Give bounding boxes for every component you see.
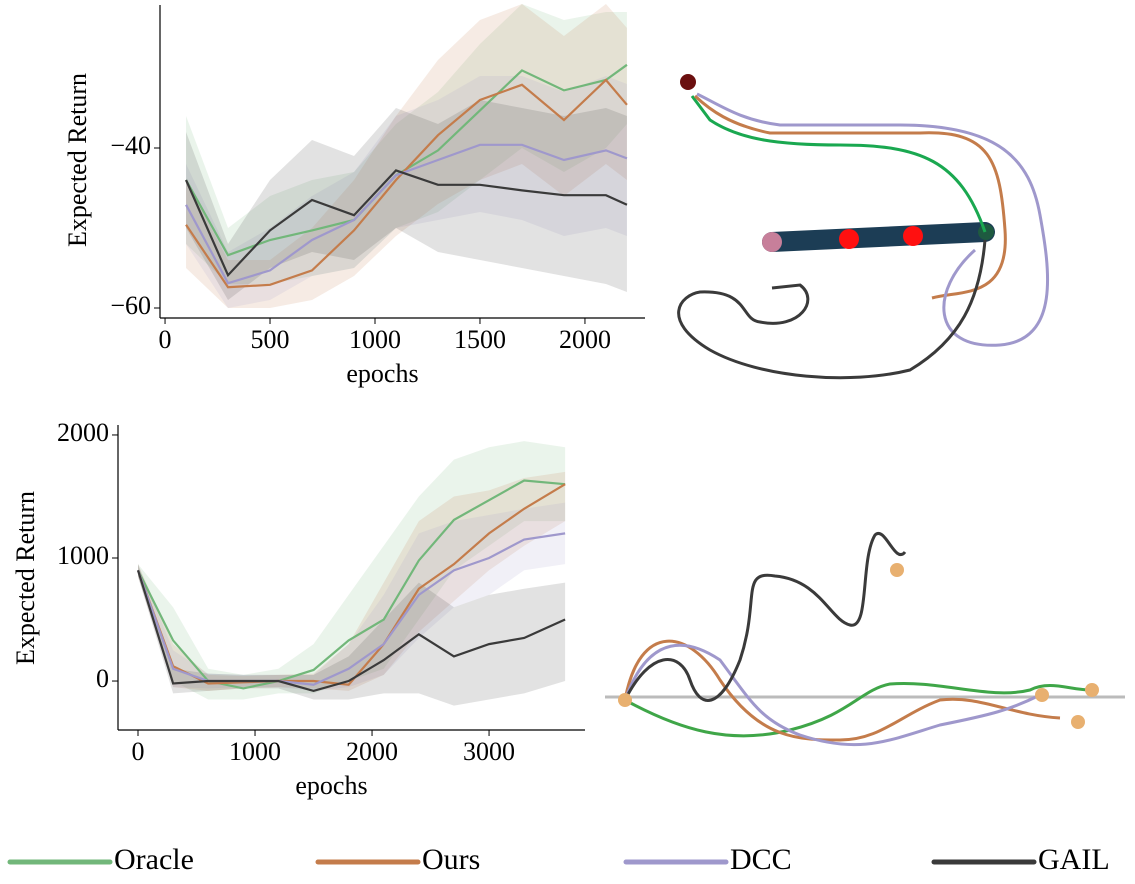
trajectory-illustration-top <box>677 74 1050 380</box>
legend-label: DCC <box>730 843 792 876</box>
ours-trajectory <box>623 639 1061 742</box>
line <box>185 78 628 289</box>
y-tick-label: −40 <box>110 131 151 160</box>
line <box>185 63 628 257</box>
oracle-trajectory <box>690 95 987 233</box>
agent <box>1071 715 1085 729</box>
agent <box>618 693 632 707</box>
x-tick-label: 500 <box>251 325 290 354</box>
band <box>138 564 566 706</box>
agent <box>1085 683 1099 697</box>
x-tick-label: 1500 <box>454 325 506 354</box>
band <box>138 502 566 691</box>
gail-trajectory <box>677 239 987 380</box>
band <box>186 76 627 308</box>
x-tick-label: 2000 <box>346 737 398 766</box>
rod-end <box>978 224 994 240</box>
legend-label: GAIL <box>1038 843 1110 876</box>
line <box>185 143 628 285</box>
rod-end <box>762 232 782 252</box>
line <box>136 483 566 686</box>
y-axis-label: Expected Return <box>63 73 92 247</box>
rod <box>762 222 995 252</box>
dcc-trajectory <box>623 643 1041 747</box>
x-tick-label: 2000 <box>559 325 611 354</box>
x-tick-label: 0 <box>159 325 172 354</box>
line <box>136 569 566 693</box>
agent <box>1035 688 1049 702</box>
rod-point <box>839 229 859 249</box>
y-tick-label: 2000 <box>57 418 109 447</box>
legend-label: Ours <box>422 843 480 876</box>
band <box>186 100 627 300</box>
x-tick-label: 1000 <box>349 325 401 354</box>
oracle-trajectory <box>624 681 1091 738</box>
y-tick-label: 0 <box>96 664 109 693</box>
x-axis-label: epochs <box>295 771 367 800</box>
goal <box>680 74 696 90</box>
x-axis-label: epochs <box>346 359 418 388</box>
ours-trajectory <box>693 94 1007 300</box>
line <box>185 169 628 278</box>
y-tick-label: −60 <box>110 291 151 320</box>
band <box>138 471 566 691</box>
y-axis-label: Expected Return <box>11 491 40 665</box>
band <box>186 4 627 308</box>
x-tick-label: 1000 <box>229 737 281 766</box>
gail-trajectory <box>623 531 907 702</box>
agent <box>890 563 904 577</box>
trajectory-illustration-bottom <box>605 531 1125 747</box>
y-tick-label: 1000 <box>57 541 109 570</box>
legend-label: Oracle <box>114 843 194 876</box>
band <box>138 441 566 700</box>
x-tick-label: 3000 <box>463 737 515 766</box>
rod-point <box>903 226 923 246</box>
x-tick-label: 0 <box>132 737 145 766</box>
